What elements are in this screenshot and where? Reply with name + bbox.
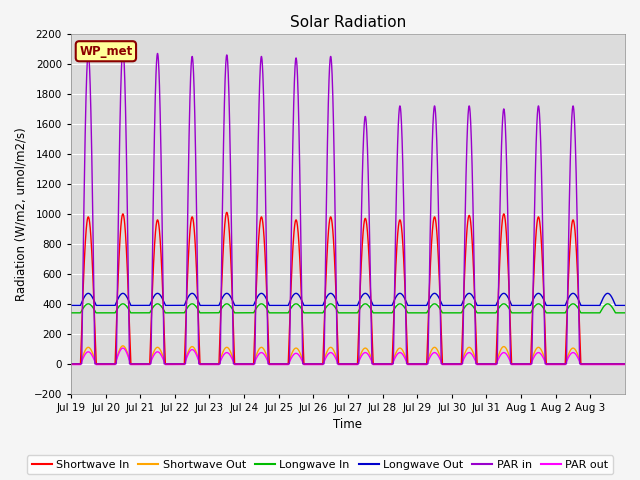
Shortwave Out: [615, 361, 623, 367]
Shortwave Out: [419, 361, 427, 367]
Longwave Out: [468, 292, 476, 298]
PAR out: [537, 351, 545, 357]
Longwave In: [468, 302, 476, 308]
Title: Solar Radiation: Solar Radiation: [290, 15, 406, 30]
Shortwave In: [621, 361, 629, 367]
Shortwave Out: [621, 361, 629, 367]
Longwave In: [621, 310, 629, 316]
Text: WP_met: WP_met: [79, 45, 132, 58]
X-axis label: Time: Time: [333, 419, 362, 432]
Y-axis label: Radiation (W/m2, umol/m2/s): Radiation (W/m2, umol/m2/s): [15, 127, 28, 301]
Shortwave In: [223, 209, 230, 215]
PAR in: [504, 187, 511, 192]
Longwave Out: [621, 302, 629, 308]
PAR out: [419, 362, 427, 368]
Shortwave Out: [180, 360, 188, 366]
PAR out: [468, 351, 476, 357]
PAR in: [119, 46, 127, 52]
Longwave In: [615, 310, 623, 316]
PAR in: [468, 156, 476, 161]
Longwave Out: [67, 302, 75, 308]
PAR out: [67, 362, 75, 368]
Shortwave In: [615, 361, 623, 367]
Line: PAR out: PAR out: [71, 348, 625, 365]
PAR out: [180, 361, 188, 367]
Longwave Out: [615, 302, 623, 308]
PAR in: [621, 361, 629, 367]
PAR out: [621, 362, 629, 368]
PAR out: [504, 352, 511, 358]
Shortwave In: [180, 360, 188, 366]
Longwave Out: [504, 293, 511, 299]
Shortwave Out: [504, 348, 511, 353]
Longwave Out: [84, 290, 92, 296]
Longwave In: [67, 310, 75, 316]
Longwave In: [419, 310, 427, 316]
Shortwave In: [67, 361, 75, 367]
Shortwave Out: [67, 361, 75, 367]
Longwave In: [84, 301, 92, 307]
Longwave Out: [419, 302, 427, 308]
Line: PAR in: PAR in: [71, 49, 625, 364]
Line: Longwave In: Longwave In: [71, 304, 625, 313]
PAR in: [180, 361, 188, 367]
Longwave In: [180, 310, 188, 315]
Longwave Out: [180, 302, 188, 308]
Longwave In: [504, 303, 511, 309]
Longwave In: [537, 302, 545, 308]
PAR in: [537, 133, 545, 139]
Shortwave In: [468, 234, 476, 240]
Line: Longwave Out: Longwave Out: [71, 293, 625, 305]
Shortwave In: [419, 361, 427, 367]
Shortwave Out: [537, 346, 545, 352]
Shortwave In: [504, 245, 511, 251]
Legend: Shortwave In, Shortwave Out, Longwave In, Longwave Out, PAR in, PAR out: Shortwave In, Shortwave Out, Longwave In…: [28, 456, 612, 474]
PAR in: [615, 361, 623, 367]
PAR in: [419, 361, 427, 367]
PAR out: [615, 362, 623, 368]
PAR out: [119, 345, 127, 351]
Shortwave Out: [468, 347, 476, 353]
Line: Shortwave Out: Shortwave Out: [71, 346, 625, 364]
PAR in: [67, 361, 75, 367]
Shortwave Out: [119, 343, 127, 348]
Longwave Out: [537, 291, 545, 297]
Line: Shortwave In: Shortwave In: [71, 212, 625, 364]
Shortwave In: [537, 227, 545, 232]
